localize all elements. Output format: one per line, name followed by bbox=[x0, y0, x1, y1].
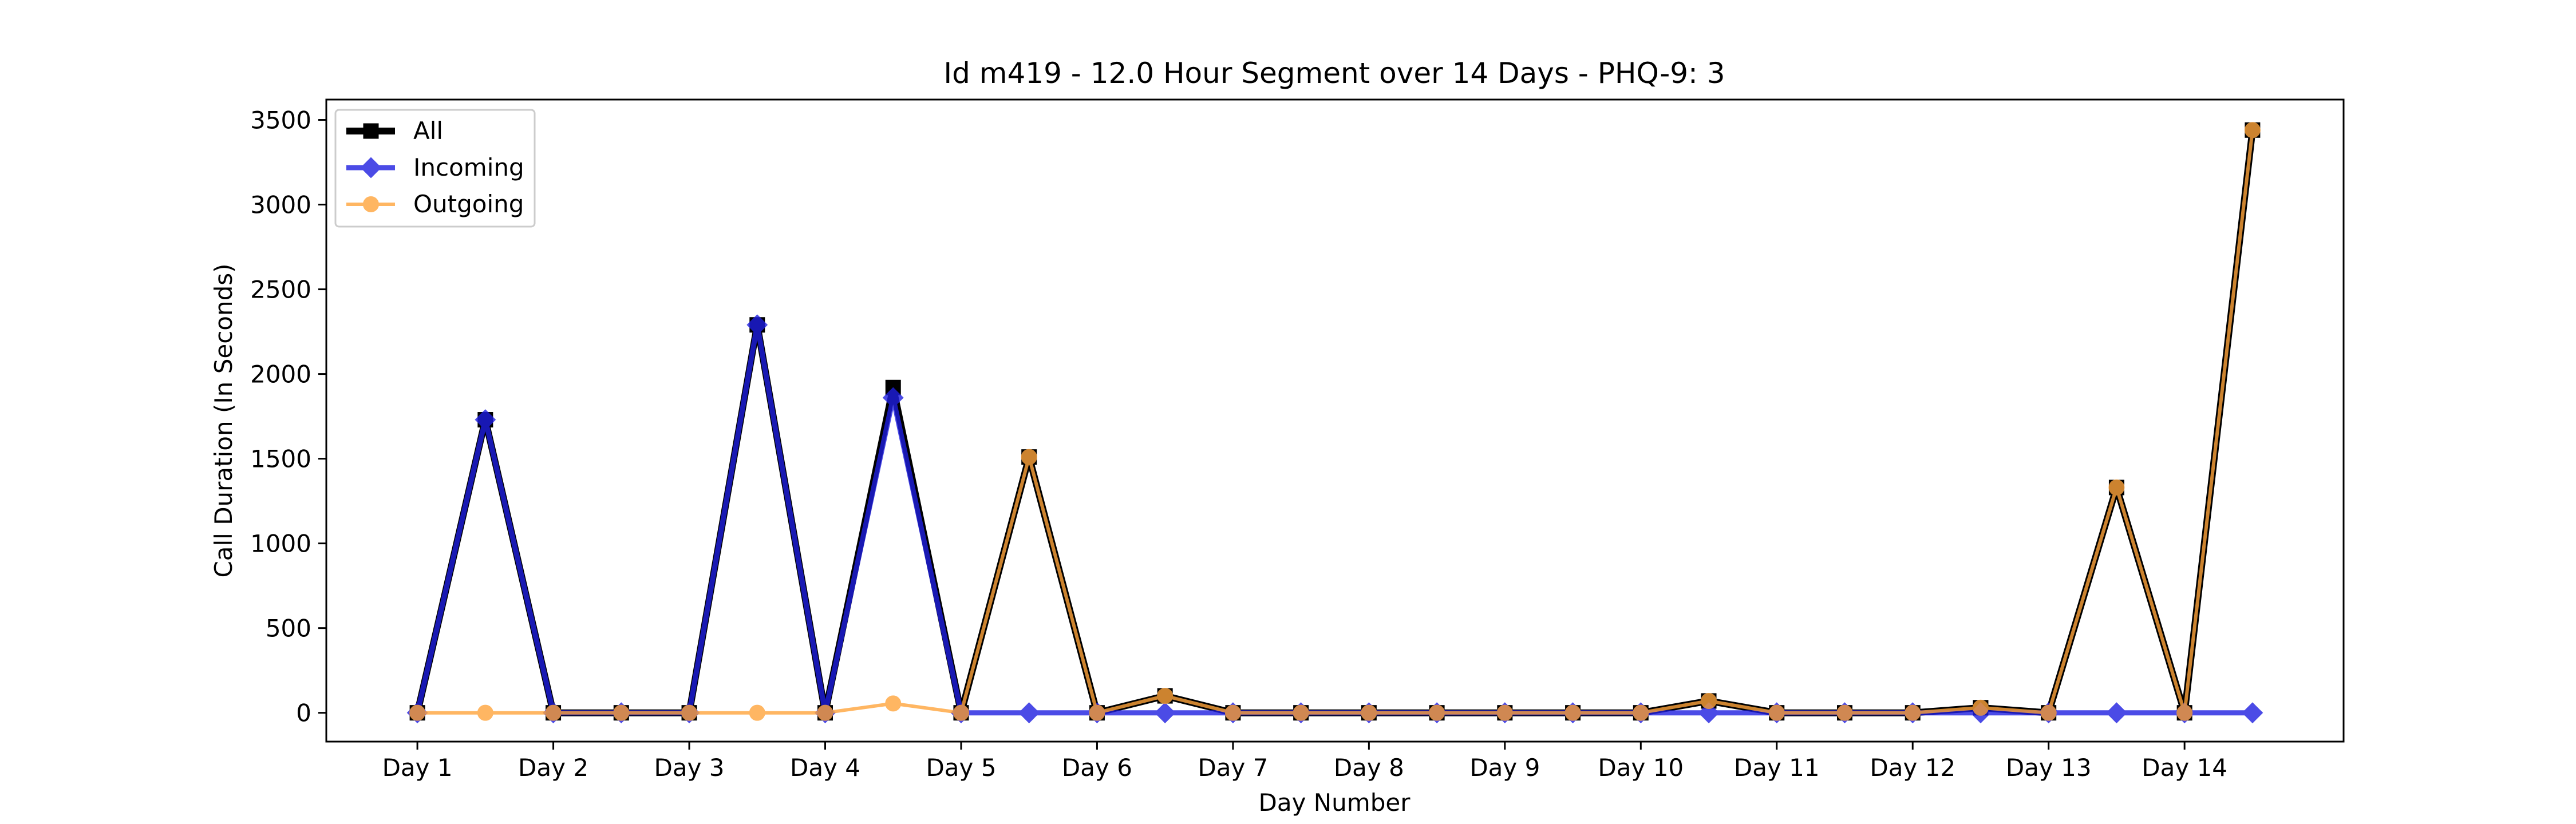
legend-label: All bbox=[413, 117, 443, 145]
data-point bbox=[1224, 704, 1241, 721]
y-tick-label: 0 bbox=[296, 699, 311, 727]
legend-item bbox=[346, 123, 395, 139]
data-point bbox=[613, 704, 630, 721]
data-point bbox=[409, 704, 426, 721]
legend-box bbox=[334, 109, 536, 228]
series-2 bbox=[409, 122, 2261, 721]
legend-item bbox=[346, 196, 395, 212]
data-point bbox=[746, 314, 768, 336]
data-point bbox=[749, 704, 765, 721]
x-tick-label: Day 6 bbox=[1062, 754, 1132, 782]
y-tick-label: 2500 bbox=[250, 276, 311, 304]
series-line bbox=[417, 129, 2254, 715]
plot-area-frame bbox=[325, 98, 2345, 743]
legend-label: Outgoing bbox=[413, 190, 524, 218]
data-point bbox=[545, 704, 562, 721]
x-tick-label: Day 5 bbox=[926, 754, 996, 782]
data-point bbox=[1633, 704, 1649, 721]
data-point bbox=[1564, 704, 1581, 721]
x-tick-label: Day 13 bbox=[2006, 754, 2092, 782]
data-point bbox=[1836, 704, 1853, 721]
data-point bbox=[1701, 692, 1717, 709]
y-tick-label: 3000 bbox=[250, 191, 311, 219]
x-tick-label: Day 10 bbox=[1598, 754, 1684, 782]
x-tick-label: Day 12 bbox=[1870, 754, 1955, 782]
y-tick-label: 500 bbox=[266, 615, 311, 643]
y-axis: 0 500 1000 1500 2000 2500 3000 3500 bbox=[250, 106, 326, 727]
y-tick-label: 1500 bbox=[250, 445, 311, 473]
y-tick-label: 1000 bbox=[250, 530, 311, 558]
data-point bbox=[1972, 699, 1989, 716]
legend-marker bbox=[360, 157, 382, 179]
data-point bbox=[1496, 704, 1513, 721]
x-axis: Day 1 Day 2 Day 3 Day 4 Day 5 Day 6 Day 7 Day 8… bbox=[382, 742, 2227, 782]
y-tick-label: 2000 bbox=[250, 360, 311, 389]
data-point bbox=[1293, 704, 1309, 721]
legend-item bbox=[346, 157, 395, 179]
chart-title: Id m419 - 12.0 Hour Segment over 14 Days… bbox=[943, 57, 1725, 90]
data-point bbox=[2176, 704, 2193, 721]
data-point bbox=[1361, 704, 1377, 721]
data-point bbox=[1021, 449, 1037, 465]
data-point bbox=[475, 409, 496, 430]
data-point bbox=[2108, 479, 2125, 496]
legend-label: Incoming bbox=[413, 153, 524, 181]
x-tick-label: Day 14 bbox=[2142, 754, 2227, 782]
legend-marker bbox=[363, 123, 379, 139]
data-point bbox=[882, 387, 904, 409]
data-point bbox=[1018, 702, 1040, 724]
data-point bbox=[1089, 704, 1105, 721]
x-tick-label: Day 1 bbox=[382, 754, 453, 782]
x-tick-label: Day 7 bbox=[1198, 754, 1268, 782]
x-tick-label: Day 11 bbox=[1734, 754, 1820, 782]
data-point bbox=[1429, 704, 1445, 721]
x-tick-label: Day 9 bbox=[1469, 754, 1540, 782]
data-point bbox=[2106, 702, 2127, 724]
data-point bbox=[2242, 702, 2263, 724]
data-point bbox=[681, 704, 698, 721]
y-tick-label: 3500 bbox=[250, 106, 311, 134]
x-tick-label: Day 2 bbox=[518, 754, 588, 782]
data-point bbox=[477, 704, 493, 721]
data-point bbox=[1905, 704, 1921, 721]
y-axis-label: Call Duration (In Seconds) bbox=[210, 263, 238, 577]
data-point bbox=[1154, 702, 1176, 724]
data-point bbox=[885, 695, 902, 712]
x-tick-label: Day 8 bbox=[1334, 754, 1404, 782]
data-point bbox=[2244, 122, 2261, 138]
data-point bbox=[1157, 688, 1174, 704]
data-point bbox=[817, 704, 833, 721]
legend-marker bbox=[363, 196, 379, 212]
data-point bbox=[2040, 704, 2057, 721]
x-axis-label: Day Number bbox=[1258, 789, 1411, 817]
legend: All Incoming Outgoing bbox=[334, 109, 536, 228]
data-point bbox=[953, 704, 969, 721]
x-tick-label: Day 4 bbox=[790, 754, 860, 782]
series-layer bbox=[406, 122, 2263, 724]
x-tick-label: Day 3 bbox=[654, 754, 725, 782]
data-point bbox=[1768, 704, 1785, 721]
data-point bbox=[1698, 702, 1720, 724]
